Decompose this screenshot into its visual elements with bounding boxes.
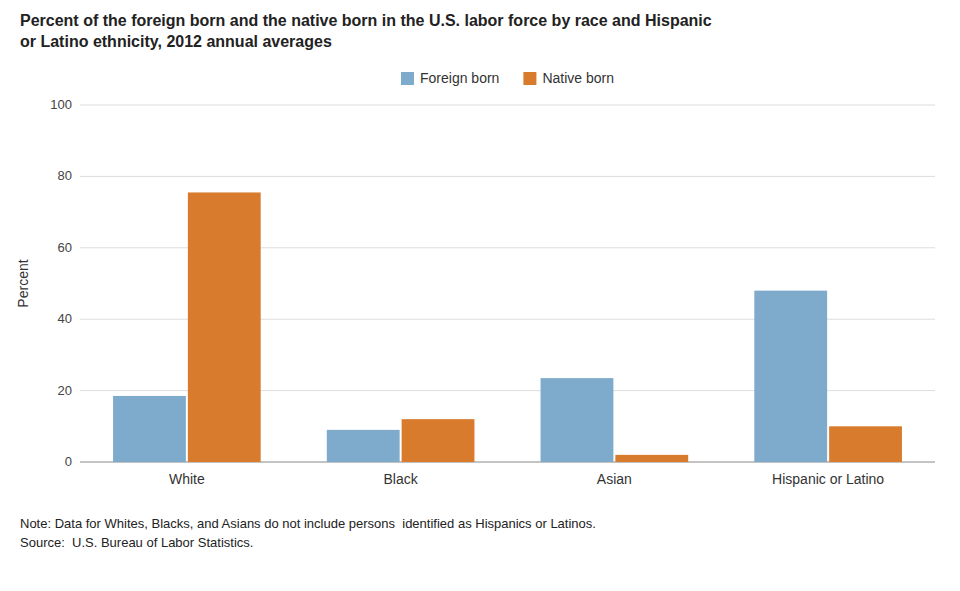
bar <box>327 430 400 462</box>
bar <box>402 419 475 462</box>
grid-line <box>80 105 935 106</box>
legend-item: Foreign born <box>401 70 499 86</box>
x-tick-label: Black <box>384 471 419 487</box>
y-tick-label: 0 <box>65 454 72 469</box>
y-tick-label: 40 <box>58 311 72 326</box>
y-tick-label: 80 <box>58 168 72 183</box>
legend-swatch <box>523 72 536 85</box>
bar <box>188 192 261 462</box>
chart-container: Percent of the foreign born and the nati… <box>0 0 960 591</box>
legend-label: Native born <box>542 70 614 86</box>
legend-item: Native born <box>523 70 614 86</box>
y-axis-label: Percent <box>15 259 31 307</box>
note: Note: Data for Whites, Blacks, and Asian… <box>20 516 596 531</box>
y-tick-label: 20 <box>58 383 72 398</box>
y-tick-label: 60 <box>58 240 72 255</box>
x-tick-label: White <box>169 471 205 487</box>
y-axis: 0 20 40 60 80 100 <box>50 97 935 469</box>
bars <box>113 192 902 462</box>
legend: Foreign born Native born <box>401 70 614 86</box>
chart: Percent of the foreign born and the nati… <box>0 0 960 591</box>
grid-line <box>80 176 935 177</box>
y-tick-label: 100 <box>50 97 72 112</box>
bar <box>113 396 186 462</box>
x-tick-label: Asian <box>597 471 632 487</box>
notes: Note: Data for Whites, Blacks, and Asian… <box>20 516 596 550</box>
bar <box>754 291 827 462</box>
x-axis: White Black Asian Hispanic or Latino <box>169 471 884 487</box>
legend-swatch <box>401 72 414 85</box>
note: Source: U.S. Bureau of Labor Statistics. <box>20 535 253 550</box>
x-tick-label: Hispanic or Latino <box>772 471 884 487</box>
bar <box>829 426 902 462</box>
title: Percent of the foreign born and the nati… <box>20 12 712 50</box>
legend-label: Foreign born <box>420 70 499 86</box>
bar <box>615 455 688 462</box>
bar <box>541 378 614 462</box>
